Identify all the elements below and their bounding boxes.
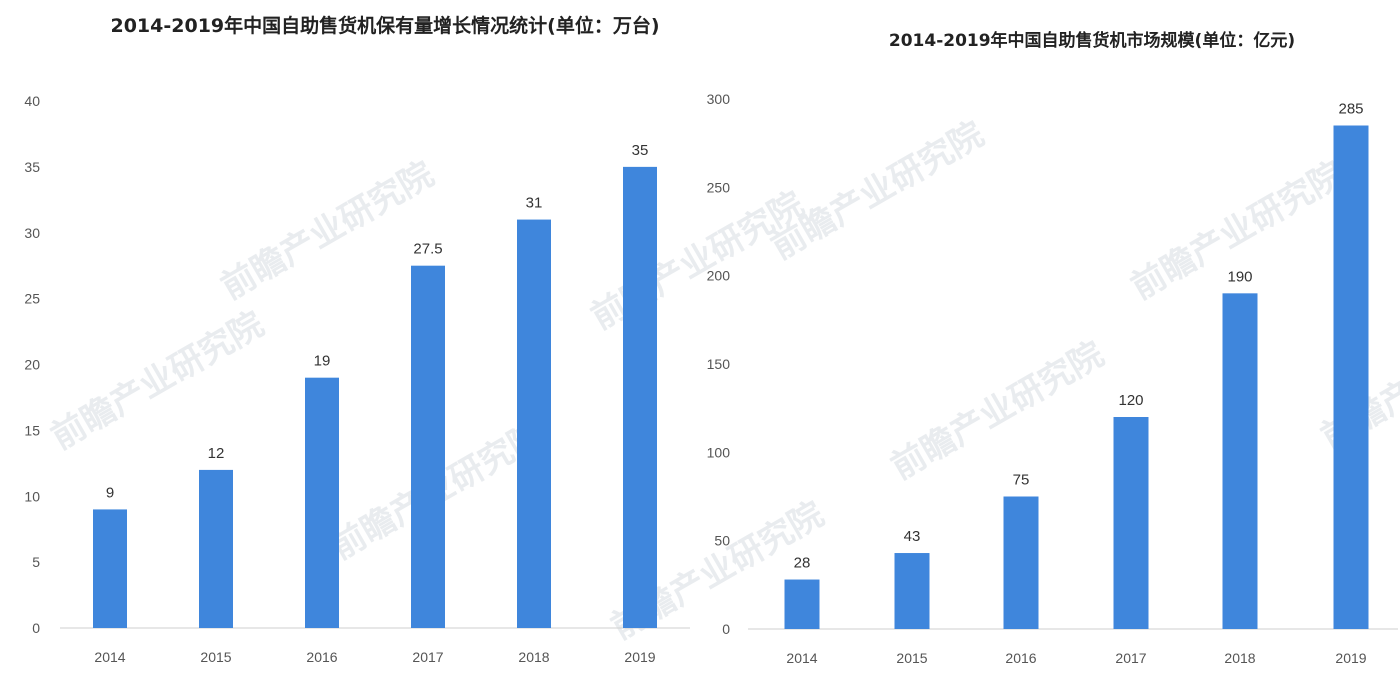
bar-2017	[1113, 417, 1149, 629]
bar-2019	[623, 166, 657, 628]
data-label: 28	[794, 555, 811, 572]
x-tick-label: 2016	[1005, 650, 1036, 666]
y-tick-label: 0	[32, 620, 40, 636]
x-tick-label: 2015	[200, 649, 231, 665]
x-tick-label: 2018	[518, 649, 549, 665]
y-tick-label: 0	[722, 621, 730, 637]
bar-2016	[1003, 496, 1039, 629]
y-tick-label: 5	[32, 554, 40, 570]
data-label: 12	[208, 445, 225, 462]
y-tick-label: 50	[714, 533, 730, 549]
data-label: 120	[1118, 392, 1143, 409]
y-tick-label: 200	[707, 268, 731, 284]
bar-2018	[517, 219, 551, 628]
watermark-logo: 前瞻产业研究院	[215, 154, 441, 308]
chart-1-title: 2014-2019年中国自助售货机保有量增长情况统计(单位：万台)	[110, 14, 659, 37]
chart-2: 0 50 100 150 200 250 300 28 2014 43 2015 75 2016 120 2…	[707, 91, 1398, 666]
chart-1: 0 5 10 15 20 25 30 35 40 9 2014 12 2015 19 2016 27.5 201…	[24, 93, 690, 665]
watermark-logo: 前瞻产业研究院	[885, 334, 1111, 488]
bar-2019	[1333, 125, 1369, 629]
data-label: 43	[904, 528, 921, 545]
bar-2018	[1222, 293, 1258, 629]
watermark-logo: 前瞻产业研究院	[765, 114, 991, 268]
data-label: 35	[632, 142, 649, 159]
y-tick-label: 40	[24, 93, 40, 109]
y-tick-label: 30	[24, 225, 40, 241]
y-tick-label: 250	[707, 179, 731, 195]
watermark-logo: 前瞻产业研究院	[45, 304, 271, 458]
y-tick-label: 20	[24, 357, 40, 373]
data-label: 285	[1338, 101, 1363, 118]
bar-2015	[894, 553, 930, 629]
data-label: 190	[1227, 268, 1252, 285]
data-label: 27.5	[413, 241, 442, 258]
y-tick-label: 300	[707, 91, 731, 107]
x-tick-label: 2015	[896, 650, 927, 666]
data-label: 19	[314, 353, 331, 370]
x-tick-label: 2016	[306, 649, 337, 665]
bar-2014	[93, 509, 127, 628]
y-tick-label: 150	[707, 356, 731, 372]
x-tick-label: 2018	[1224, 650, 1255, 666]
bar-2017	[411, 265, 445, 628]
x-tick-label: 2019	[624, 649, 655, 665]
y-tick-label: 25	[24, 291, 40, 307]
x-tick-label: 2014	[94, 649, 125, 665]
data-label: 75	[1013, 472, 1030, 489]
y-tick-label: 15	[24, 422, 40, 438]
chart-2-title: 2014-2019年中国自助售货机市场规模(单位：亿元)	[889, 30, 1295, 51]
x-tick-label: 2014	[786, 650, 817, 666]
bar-2014	[784, 579, 820, 629]
x-tick-label: 2017	[1115, 650, 1146, 666]
x-tick-label: 2017	[412, 649, 443, 665]
data-label: 9	[106, 484, 114, 501]
bar-2016	[305, 377, 339, 628]
y-tick-label: 35	[24, 159, 40, 175]
y-tick-label: 10	[24, 488, 40, 504]
y-tick-label: 100	[707, 444, 731, 460]
bar-2015	[199, 469, 233, 628]
data-label: 31	[526, 195, 543, 212]
x-tick-label: 2019	[1335, 650, 1366, 666]
watermark-logo: 前瞻产业研究院	[585, 184, 811, 338]
